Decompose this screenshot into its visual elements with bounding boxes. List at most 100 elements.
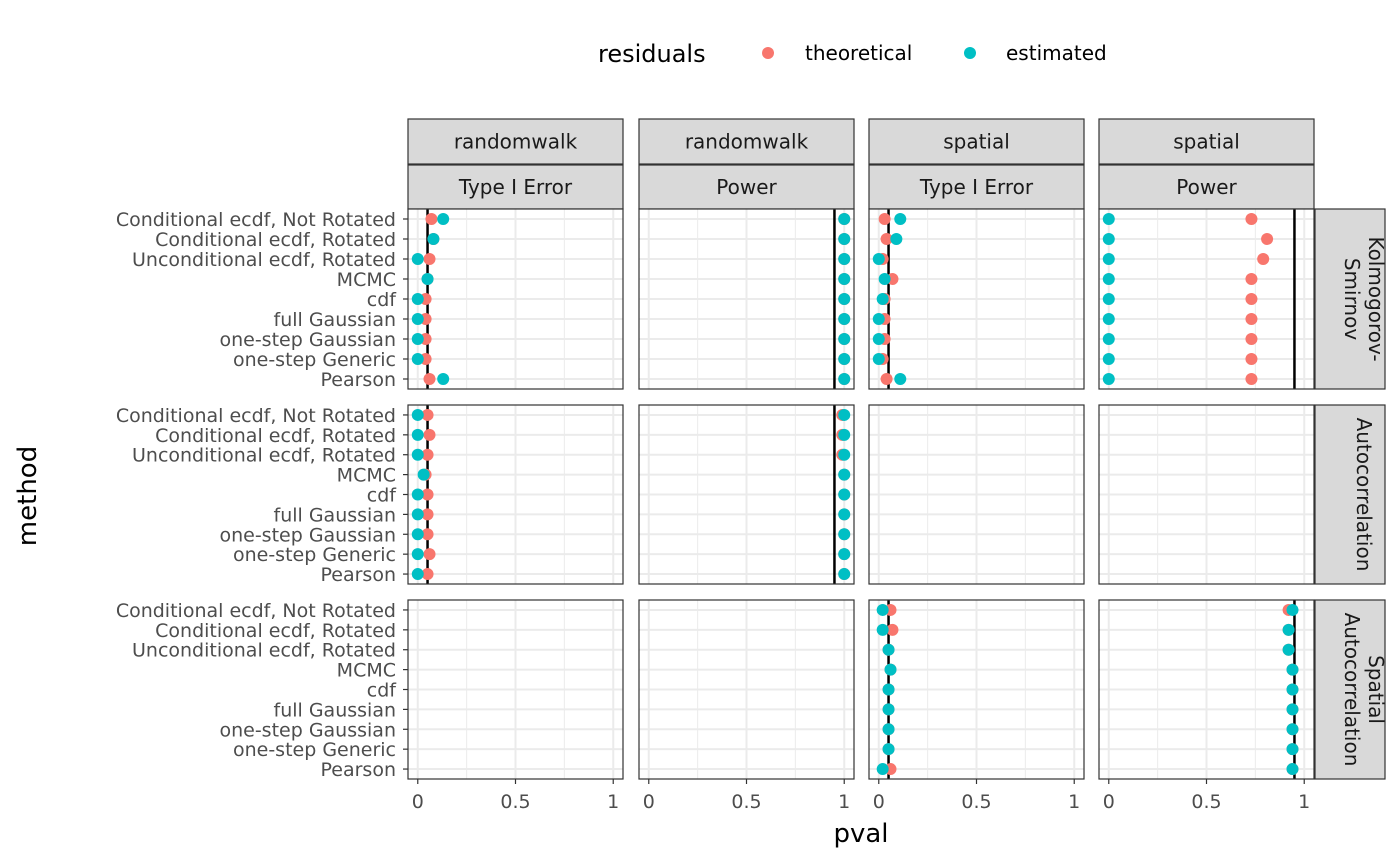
- row-strip-0: [1314, 208, 1386, 390]
- point-estimated: [882, 743, 895, 756]
- point-estimated: [876, 623, 889, 636]
- point-estimated: [838, 273, 851, 285]
- y-tick-label: Unconditional ecdf, Rotated: [132, 640, 396, 662]
- col-strip-bottom-1: [638, 164, 855, 210]
- point-estimated: [1102, 253, 1115, 265]
- legend-key-estimated: [964, 47, 976, 59]
- point-estimated: [1286, 763, 1299, 776]
- point-estimated: [1102, 273, 1115, 285]
- row-strip-1: [1314, 404, 1386, 585]
- point-estimated: [872, 333, 885, 345]
- panel-border: [868, 404, 1085, 585]
- point-estimated: [411, 548, 424, 561]
- col-strip-bottom-label-2: Type I Error: [919, 175, 1034, 199]
- point-estimated: [872, 253, 885, 265]
- legend-label-estimated: estimated: [1006, 41, 1107, 65]
- y-tick-label: Pearson: [321, 369, 397, 391]
- row-strip-label-2-1: Autocorrelation: [1340, 613, 1364, 767]
- y-tick-label: Pearson: [321, 564, 397, 586]
- point-theoretical: [421, 488, 434, 501]
- col-strip-bottom-label-1: Power: [716, 175, 777, 199]
- y-tick-label: Unconditional ecdf, Rotated: [132, 249, 396, 271]
- x-tick-label: 1: [607, 791, 619, 813]
- point-estimated: [411, 568, 424, 581]
- panel-0-3: [1098, 208, 1315, 390]
- col-strip-bottom-0: [407, 164, 624, 210]
- point-estimated: [838, 333, 851, 345]
- panel-2-2: [868, 599, 1085, 780]
- col-strip-top-0: [407, 118, 624, 165]
- col-strip-top-label-1: randomwalk: [685, 130, 809, 154]
- y-tick-label: Conditional ecdf, Not Rotated: [116, 600, 396, 622]
- point-estimated: [411, 313, 424, 325]
- panel-border: [638, 404, 855, 585]
- point-theoretical: [1245, 373, 1258, 385]
- row-strip-2: [1314, 599, 1386, 780]
- point-estimated: [411, 508, 424, 521]
- point-estimated: [838, 408, 851, 421]
- point-estimated: [1286, 683, 1299, 696]
- panel-1-3: [1098, 404, 1315, 585]
- point-theoretical: [423, 548, 436, 561]
- point-estimated: [838, 548, 851, 561]
- point-estimated: [838, 568, 851, 581]
- point-estimated: [421, 273, 434, 285]
- point-theoretical: [878, 213, 891, 225]
- point-theoretical: [421, 508, 434, 521]
- y-tick-label: MCMC: [337, 660, 396, 682]
- point-estimated: [838, 213, 851, 225]
- y-tick-label: Conditional ecdf, Not Rotated: [116, 209, 396, 231]
- point-theoretical: [1261, 233, 1274, 245]
- point-estimated: [838, 448, 851, 461]
- panel-border: [868, 208, 1085, 390]
- point-estimated: [1282, 623, 1295, 636]
- point-theoretical: [421, 448, 434, 461]
- x-axis-title: pval: [833, 819, 888, 849]
- point-theoretical: [421, 528, 434, 541]
- point-estimated: [417, 468, 430, 481]
- panel-border: [1098, 208, 1315, 390]
- y-tick-label: Conditional ecdf, Rotated: [155, 620, 396, 642]
- point-theoretical: [880, 373, 893, 385]
- point-estimated: [882, 643, 895, 656]
- legend: residuals theoretical estimated: [598, 40, 1107, 68]
- y-tick-label: one-step Generic: [233, 739, 396, 761]
- point-estimated: [427, 233, 440, 245]
- col-strip-bottom-3: [1098, 164, 1315, 210]
- point-theoretical: [1257, 253, 1270, 265]
- point-theoretical: [1245, 313, 1258, 325]
- point-theoretical: [1245, 293, 1258, 305]
- point-estimated: [838, 313, 851, 325]
- col-strip-top-label-2: spatial: [943, 130, 1010, 154]
- point-theoretical: [423, 253, 436, 265]
- point-estimated: [876, 763, 889, 776]
- col-strip-bottom-2: [868, 164, 1085, 210]
- point-estimated: [894, 213, 907, 225]
- panel-0-2: [868, 208, 1085, 390]
- x-tick-label: 0: [1103, 791, 1115, 813]
- panel-2-3: [1098, 599, 1315, 780]
- point-theoretical: [886, 623, 899, 636]
- col-strip-top-label-0: randomwalk: [454, 130, 578, 154]
- point-estimated: [838, 253, 851, 265]
- y-tick-label: cdf: [367, 680, 398, 702]
- point-theoretical: [1245, 353, 1258, 365]
- point-estimated: [838, 373, 851, 385]
- point-theoretical: [423, 373, 436, 385]
- point-estimated: [838, 353, 851, 365]
- point-estimated: [411, 528, 424, 541]
- legend-label-theoretical: theoretical: [805, 41, 912, 65]
- point-estimated: [882, 703, 895, 716]
- point-theoretical: [425, 213, 438, 225]
- point-estimated: [411, 408, 424, 421]
- point-estimated: [411, 253, 424, 265]
- point-estimated: [1102, 233, 1115, 245]
- row-strip-label-0-0: Kolmogorov-: [1364, 236, 1388, 361]
- point-estimated: [437, 373, 450, 385]
- panel-2-1: [638, 599, 855, 780]
- point-estimated: [1102, 213, 1115, 225]
- point-estimated: [1286, 603, 1299, 616]
- panel-2-0: [407, 599, 624, 780]
- col-strip-top-3: [1098, 118, 1315, 165]
